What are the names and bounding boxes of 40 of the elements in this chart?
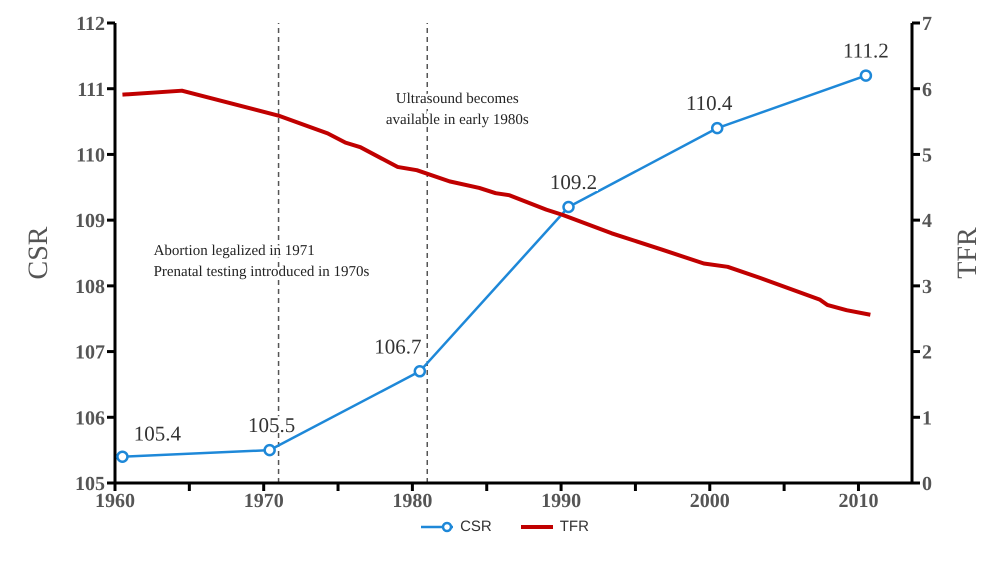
x-tick-label: 2000 bbox=[690, 490, 730, 512]
point bbox=[414, 365, 426, 378]
x-tick-label: 1980 bbox=[392, 490, 432, 512]
x-tick-label: 1990 bbox=[541, 490, 582, 512]
y-tick-label: 111 bbox=[77, 78, 105, 101]
line-series bbox=[120, 88, 872, 317]
data-label: 110.4 bbox=[686, 91, 733, 116]
y-axis-title: CSR bbox=[22, 226, 54, 280]
data-label: 109.2 bbox=[550, 170, 598, 194]
legend-label: TFR bbox=[560, 518, 589, 535]
y-tick-label: 108 bbox=[75, 276, 105, 298]
y-tick-label: 109 bbox=[75, 210, 105, 232]
ref-line-label: Ultrasound becomes available in early 1980s bbox=[386, 91, 529, 128]
ref-line-label: Abortion legalized in 1971 Prenatal testing introduced in 1970s bbox=[154, 243, 370, 280]
point bbox=[562, 200, 575, 214]
y2-tick-label: 7 bbox=[922, 13, 932, 36]
data-label: 106.7 bbox=[374, 334, 422, 358]
y2-tick-label: 3 bbox=[922, 276, 932, 298]
point bbox=[263, 444, 276, 456]
y2-tick-label: 1 bbox=[922, 407, 932, 430]
x-tick-label: 1960 bbox=[95, 490, 135, 512]
y-tick-label: 107 bbox=[75, 342, 105, 364]
legend-label: CSR bbox=[460, 518, 492, 535]
point bbox=[710, 122, 724, 134]
x-tick-label: 2010 bbox=[838, 490, 878, 512]
data-label: 105.4 bbox=[134, 422, 182, 446]
y2-tick-label: 6 bbox=[922, 78, 932, 101]
point bbox=[116, 450, 129, 463]
y2-tick-label: 4 bbox=[922, 210, 932, 232]
y2-tick-label: 0 bbox=[922, 473, 932, 496]
y2-tick-label: 5 bbox=[922, 144, 932, 167]
y-tick-label: 110 bbox=[76, 144, 105, 167]
y2-axis-title: TFR bbox=[952, 227, 983, 279]
data-label: 105.5 bbox=[248, 413, 296, 438]
y-tick-label: 106 bbox=[75, 407, 105, 430]
y2-tick-label: 2 bbox=[922, 342, 932, 364]
y-tick-label: 112 bbox=[76, 13, 105, 36]
data-label: 111.2 bbox=[843, 38, 889, 63]
point bbox=[860, 69, 872, 82]
x-tick-label: 1970 bbox=[244, 490, 284, 512]
